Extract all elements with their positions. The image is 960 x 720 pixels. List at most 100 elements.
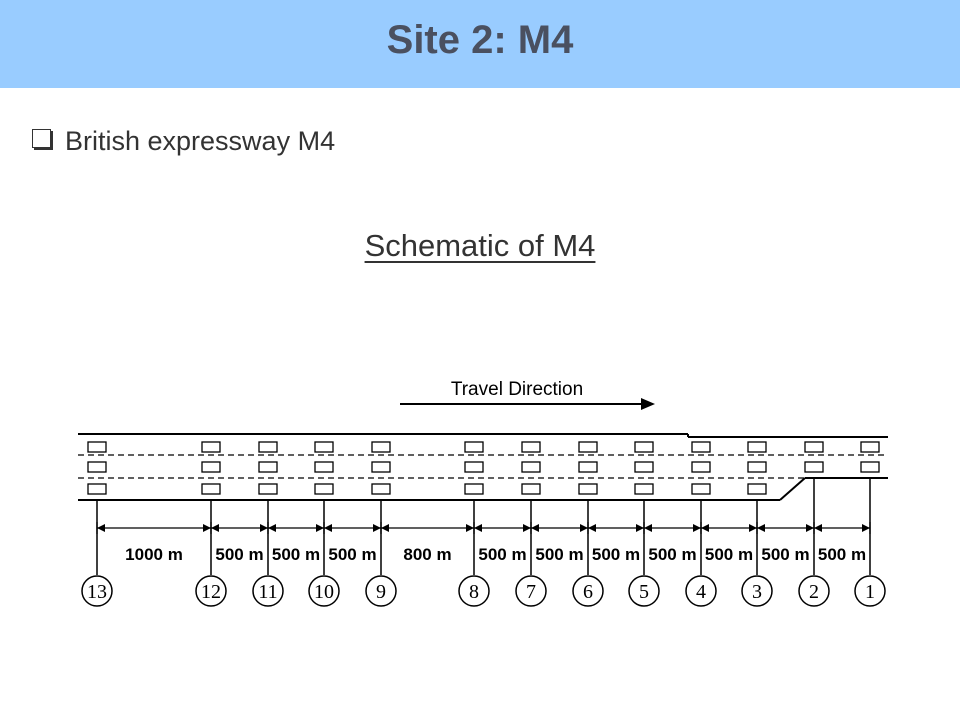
dimension-arrowhead: [523, 524, 531, 532]
vehicle-marker: [87, 441, 107, 453]
dimension-arrowhead: [693, 524, 701, 532]
dimension-arrowhead: [466, 524, 474, 532]
vehicle-markers: [87, 441, 880, 495]
detector-number: 2: [809, 581, 819, 603]
detector-number: 9: [376, 581, 386, 603]
vehicle-marker: [258, 483, 278, 495]
distance-label: 500 m: [328, 545, 376, 564]
detector-circle: [798, 575, 830, 607]
travel-direction-label: Travel Direction: [451, 379, 583, 400]
distance-label: 500 m: [761, 545, 809, 564]
vehicle-marker: [578, 461, 598, 473]
distance-label: 500 m: [818, 545, 866, 564]
vehicle-marker: [201, 441, 221, 453]
title-bar: [0, 0, 960, 88]
vehicle-marker: [578, 441, 598, 453]
on-ramp-taper: [779, 477, 806, 501]
dimension-arrowhead: [749, 524, 757, 532]
dimension-arrowhead: [373, 524, 381, 532]
detector-circle: [854, 575, 886, 607]
vehicle-marker: [258, 441, 278, 453]
vehicle-marker: [371, 483, 391, 495]
distance-label: 500 m: [272, 545, 320, 564]
vehicle-marker: [691, 461, 711, 473]
detector-circle: [365, 575, 397, 607]
detector-circle: [572, 575, 604, 607]
vehicle-marker: [201, 483, 221, 495]
detector-number: 5: [639, 581, 649, 603]
vehicle-marker: [747, 441, 767, 453]
detector-number: 11: [258, 581, 277, 603]
vehicle-marker: [521, 483, 541, 495]
dimension-arrowhead: [211, 524, 219, 532]
vehicle-marker: [691, 483, 711, 495]
detector-circle: [685, 575, 717, 607]
slide-title: Site 2: M4: [386, 18, 574, 62]
dimension-arrowhead: [97, 524, 105, 532]
distance-label: 500 m: [648, 545, 696, 564]
detector-number: 10: [314, 581, 334, 603]
vehicle-marker: [87, 483, 107, 495]
distance-label: 500 m: [705, 545, 753, 564]
vehicle-marker: [634, 461, 654, 473]
vehicle-marker: [634, 483, 654, 495]
distance-markers: 1000 m 500 m 500 m 500 m 800 m 500 m 500 m 500 …: [96, 522, 871, 564]
dimension-arrowhead: [203, 524, 211, 532]
detector-circle: [81, 575, 113, 607]
vehicle-marker: [371, 461, 391, 473]
distance-label: 500 m: [535, 545, 583, 564]
vehicle-marker: [804, 441, 824, 453]
dimension-arrowhead: [588, 524, 596, 532]
vehicle-marker: [371, 441, 391, 453]
detector-number: 4: [696, 581, 706, 603]
vehicle-marker: [634, 441, 654, 453]
vehicle-marker: [87, 461, 107, 473]
detector-number: 8: [469, 581, 479, 603]
dimension-arrowhead: [862, 524, 870, 532]
detector-circle: [458, 575, 490, 607]
vehicle-marker: [314, 461, 334, 473]
travel-direction: Travel Direction: [400, 379, 655, 410]
detector-circle: [195, 575, 227, 607]
dimension-arrowhead: [260, 524, 268, 532]
dimension-arrowhead: [806, 524, 814, 532]
dimension-arrowhead: [636, 524, 644, 532]
detector-number: 1: [865, 581, 875, 603]
distance-label: 500 m: [215, 545, 263, 564]
vehicle-marker: [464, 483, 484, 495]
detector-number: 7: [526, 581, 536, 603]
detector-number: 6: [583, 581, 593, 603]
distance-label: 500 m: [592, 545, 640, 564]
vehicle-marker: [860, 441, 880, 453]
detector-circle: [515, 575, 547, 607]
vehicle-marker: [464, 441, 484, 453]
detector-number: 13: [87, 581, 107, 603]
bullet-text: British expressway M4: [65, 126, 336, 156]
vehicle-marker: [691, 441, 711, 453]
dimension-arrowhead: [324, 524, 332, 532]
detector-stations: 13 12 11 10 9 8 7 6 5 4 3 2 1: [81, 478, 886, 607]
detector-circle: [308, 575, 340, 607]
dimension-arrowhead: [531, 524, 539, 532]
vehicle-marker: [747, 483, 767, 495]
schematic-title: Schematic of M4: [364, 228, 596, 263]
detector-circle: [741, 575, 773, 607]
vehicle-marker: [201, 461, 221, 473]
dimension-arrowhead: [701, 524, 709, 532]
vehicle-marker: [314, 441, 334, 453]
dimension-arrowhead: [381, 524, 389, 532]
distance-label: 500 m: [478, 545, 526, 564]
road-lines: [78, 433, 888, 501]
checkbox-bullet-icon: [32, 129, 51, 148]
vehicle-marker: [521, 461, 541, 473]
distance-label: 1000 m: [125, 545, 183, 564]
vehicle-marker: [258, 461, 278, 473]
bullet-item: British expressway M4: [32, 126, 335, 157]
dimension-arrowhead: [644, 524, 652, 532]
dimension-arrowhead: [474, 524, 482, 532]
dimension-arrowhead: [757, 524, 765, 532]
travel-arrow-head: [641, 398, 655, 410]
vehicle-marker: [747, 461, 767, 473]
vehicle-marker: [521, 441, 541, 453]
